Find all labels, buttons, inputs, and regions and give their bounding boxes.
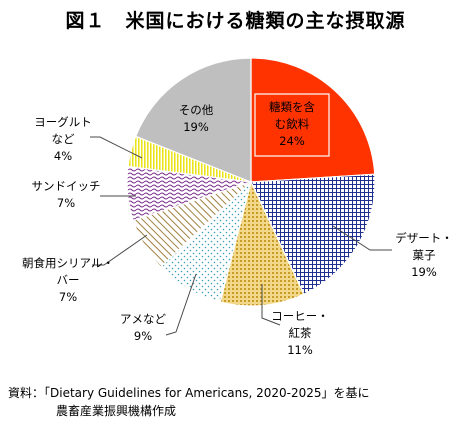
slice-category-label-2: デザート・ <box>395 231 453 245</box>
slice-category-label-3: コーヒー・ <box>271 309 329 323</box>
pie-slice-1 <box>250 57 376 183</box>
slice-value-label-7: 4% <box>54 149 72 163</box>
slice-category-label-1: 糖類を含 <box>269 100 315 114</box>
slice-category-label-4: アメなど <box>120 312 166 326</box>
slice-category-label-6: サンドイッチ <box>32 179 101 193</box>
source-note-line1: 資料：「Dietary Guidelines for Americans, 20… <box>8 386 370 400</box>
slice-label-box-1 <box>254 93 330 157</box>
chart-title: 図１ 米国における糖類の主な摂取源 <box>65 10 406 32</box>
slice-category-label-5: バー <box>57 273 80 287</box>
slice-value-label-3: 11% <box>287 343 313 357</box>
slice-value-label-1: 24% <box>279 134 305 148</box>
pie-slice-2 <box>250 173 376 295</box>
leader-line-2 <box>332 225 392 251</box>
leader-line-7 <box>90 136 143 159</box>
pie-slice-8 <box>134 57 252 183</box>
slice-category-label-7: ヨーグルト <box>34 115 92 129</box>
pie-slice-3 <box>219 180 305 307</box>
slice-value-label-5: 7% <box>59 290 77 304</box>
slice-category-label-7: など <box>52 132 75 146</box>
leader-lines <box>90 136 392 336</box>
source-note: 資料：「Dietary Guidelines for Americans, 20… <box>8 384 370 420</box>
leader-line-5 <box>92 234 148 266</box>
pie-slices <box>126 57 376 307</box>
slice-value-label-6: 7% <box>57 196 75 210</box>
slice-category-label-3: 紅茶 <box>289 326 312 340</box>
slice-category-label-2: 菓子 <box>413 248 436 262</box>
slice-value-label-4: 9% <box>134 329 152 343</box>
source-note-line2: 農畜産業振興機構作成 <box>56 404 177 418</box>
slice-category-label-8: その他 <box>179 103 214 117</box>
slice-category-label-5: 朝食用シリアル・ <box>22 256 114 270</box>
slice-value-label-8: 19% <box>183 120 209 134</box>
slice-value-label-2: 19% <box>411 265 437 279</box>
slice-category-label-1: む飲料 <box>275 117 310 131</box>
leader-line-3 <box>261 284 281 326</box>
leader-line-4 <box>165 273 197 336</box>
